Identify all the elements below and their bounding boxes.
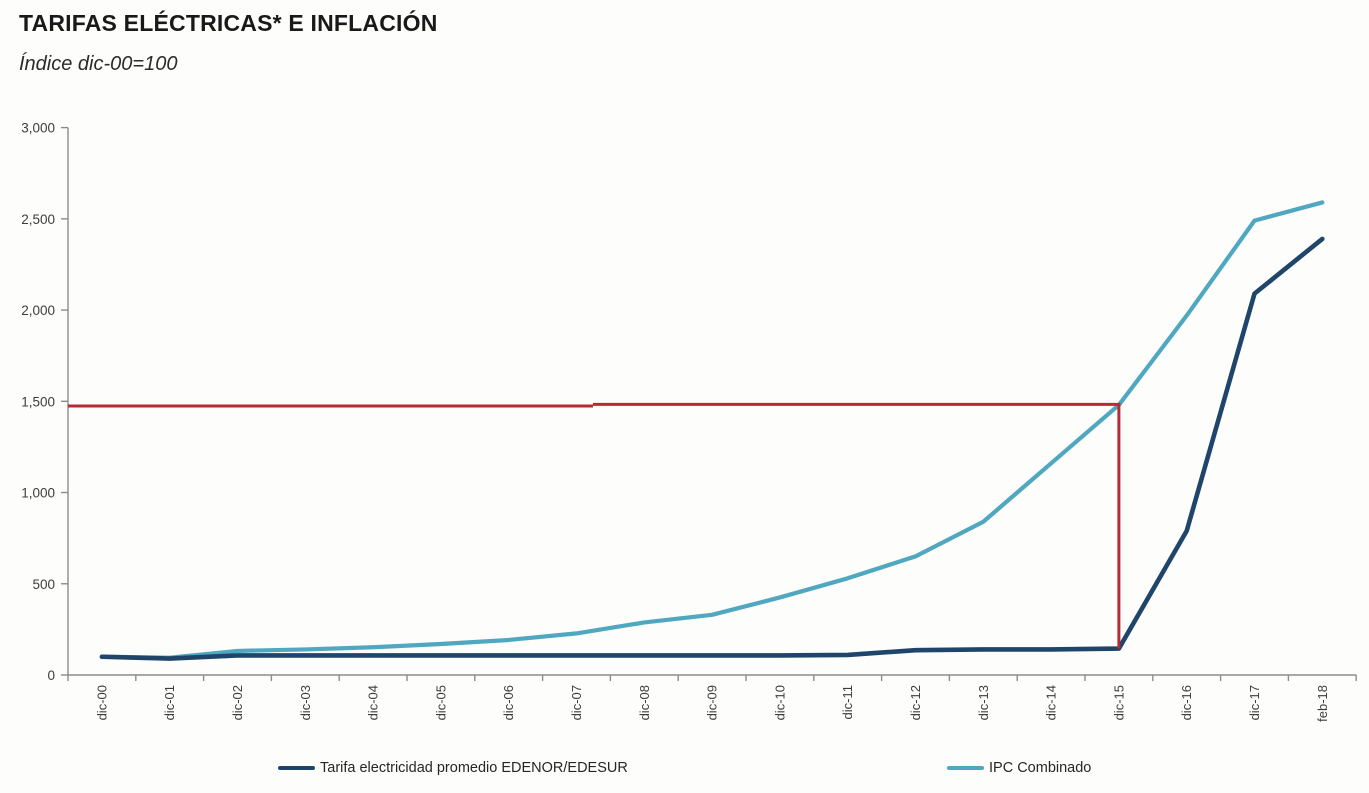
x-axis-category-label: dic-07 (569, 685, 584, 720)
x-axis-category-label: dic-14 (1044, 685, 1059, 720)
y-axis-tick-label: 500 (32, 577, 55, 592)
y-axis-tick-label: 3,000 (21, 121, 55, 136)
x-axis-category-label: feb-18 (1315, 685, 1330, 722)
chart-legend: Tarifa electricidad promedio EDENOR/EDES… (0, 760, 1369, 786)
series-line-ipc (99, 200, 1325, 660)
x-axis-category-label: dic-11 (840, 685, 855, 719)
x-axis-category-label: dic-12 (908, 685, 923, 720)
x-axis-category-label: dic-04 (366, 685, 381, 720)
y-axis-tick-label: 1,500 (21, 394, 55, 409)
x-axis-category-label: dic-09 (705, 685, 720, 720)
x-axis-category-label: dic-17 (1247, 685, 1262, 720)
x-axis-category-label: dic-03 (298, 685, 313, 720)
chart-title: TARIFAS ELÉCTRICAS* E INFLACIÓN (19, 10, 438, 36)
x-axis-category-label: dic-05 (433, 685, 448, 720)
x-axis-category-label: dic-00 (94, 685, 109, 720)
y-axis-tick-label: 1,000 (21, 486, 55, 501)
legend-label-ipc: IPC Combinado (989, 760, 1092, 776)
chart-subtitle: Índice dic-00=100 (19, 53, 178, 75)
legend-marker-tarifa (278, 766, 315, 770)
y-axis-tick-label: 2,000 (21, 303, 55, 318)
legend-item-tarifa: Tarifa electricidad promedio EDENOR/EDES… (278, 760, 628, 776)
y-axis-tick-label: 0 (47, 668, 55, 683)
x-axis-category-label: dic-02 (230, 685, 245, 720)
x-axis-category-label: dic-16 (1179, 685, 1194, 720)
series-line-tarifa (99, 236, 1325, 661)
y-axis-tick-label: 2,500 (21, 212, 55, 227)
legend-label-tarifa: Tarifa electricidad promedio EDENOR/EDES… (320, 760, 628, 776)
x-axis-category-label: dic-06 (501, 685, 516, 720)
x-axis-category-label: dic-15 (1111, 685, 1126, 720)
legend-marker-ipc (947, 766, 984, 770)
legend-item-ipc: IPC Combinado (947, 760, 1091, 776)
x-axis-category-label: dic-08 (637, 685, 652, 720)
x-axis-category-label: dic-01 (162, 685, 177, 720)
x-axis-category-label: dic-13 (976, 685, 991, 720)
x-axis-category-label: dic-10 (772, 685, 787, 720)
